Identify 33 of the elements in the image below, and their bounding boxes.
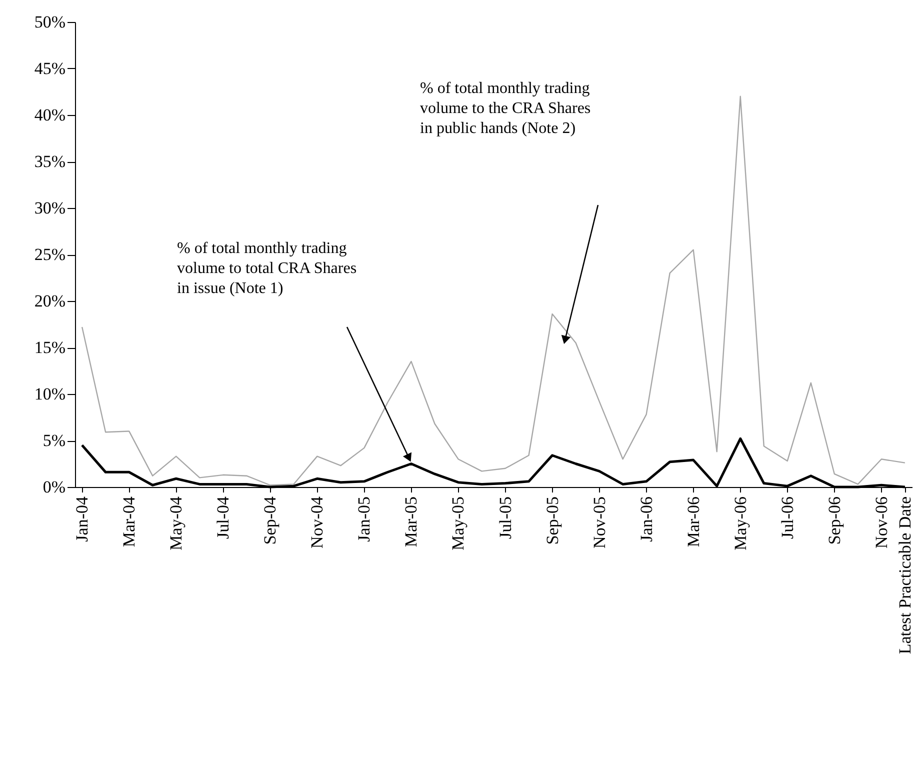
- x-tick-label: Nov-05: [590, 496, 609, 548]
- annotation: % of total monthly trading volume to total CRA Shares in issue (Note 1): [177, 240, 357, 297]
- y-tick-label: 10%: [34, 384, 66, 404]
- x-tick-label: Jul-05: [496, 496, 515, 539]
- x-tick-label: Jul-04: [214, 496, 233, 539]
- x-tick-label: Sep-04: [260, 496, 280, 545]
- x-tick-label: Nov-04: [308, 496, 327, 548]
- y-tick-label: 30%: [34, 198, 66, 218]
- x-tick-label: Jul-06: [778, 496, 797, 539]
- x-tick-label: May-04: [166, 496, 186, 550]
- y-tick-label: 25%: [34, 245, 66, 264]
- y-tick-label: 5%: [42, 431, 66, 450]
- x-tick-label: Mar-05: [402, 496, 421, 548]
- y-tick-label: 20%: [34, 292, 66, 310]
- line-series: [81, 96, 906, 486]
- x-tick-label: May-05: [448, 496, 468, 550]
- y-tick-label: 0%: [42, 478, 66, 496]
- x-tick-label: Jan-06: [636, 496, 656, 542]
- x-tick-label: Nov-06: [872, 496, 891, 548]
- x-tick-label: Latest Practicable Date: [895, 496, 914, 654]
- y-tick-label: 40%: [34, 106, 66, 124]
- x-tick-label: Jan-04: [72, 496, 92, 542]
- x-tick-label: May-06: [730, 496, 750, 550]
- x-tick-label: Sep-05: [542, 496, 562, 545]
- x-tick-label: Jan-05: [354, 496, 374, 542]
- y-tick-label: 15%: [34, 338, 66, 357]
- y-tick-label: 50%: [34, 12, 66, 32]
- y-tick-label: 45%: [34, 59, 66, 78]
- x-tick-label: Mar-06: [684, 496, 703, 548]
- x-tick-label: Sep-06: [824, 496, 844, 545]
- x-tick-label: Mar-04: [120, 496, 139, 548]
- annotation: % of total monthly trading volume to the CRA Shares in public hands (Note 2): [420, 80, 591, 137]
- y-tick-label: 35%: [34, 152, 66, 171]
